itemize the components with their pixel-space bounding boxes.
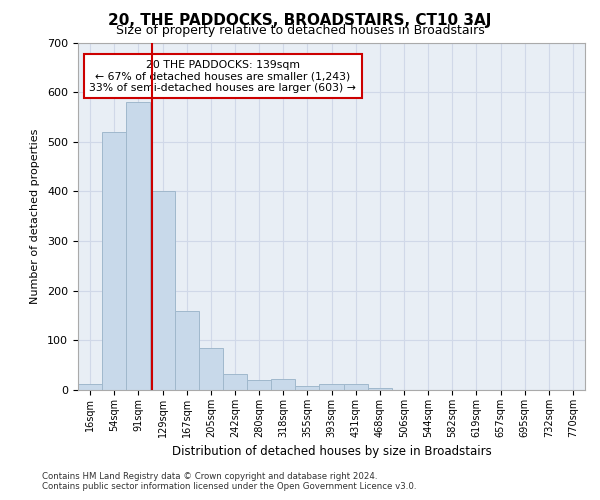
Bar bbox=[319, 384, 344, 390]
Bar bbox=[247, 380, 271, 390]
Bar bbox=[344, 384, 368, 390]
Y-axis label: Number of detached properties: Number of detached properties bbox=[30, 128, 40, 304]
Text: 20, THE PADDOCKS, BROADSTAIRS, CT10 3AJ: 20, THE PADDOCKS, BROADSTAIRS, CT10 3AJ bbox=[109, 12, 491, 28]
Bar bbox=[175, 310, 199, 390]
Text: Size of property relative to detached houses in Broadstairs: Size of property relative to detached ho… bbox=[116, 24, 484, 37]
Bar bbox=[199, 348, 223, 390]
Text: 20 THE PADDOCKS: 139sqm
← 67% of detached houses are smaller (1,243)
33% of semi: 20 THE PADDOCKS: 139sqm ← 67% of detache… bbox=[89, 60, 356, 93]
Bar bbox=[295, 386, 319, 390]
Bar bbox=[151, 192, 175, 390]
Bar bbox=[78, 384, 102, 390]
Bar bbox=[271, 379, 295, 390]
Bar bbox=[126, 102, 151, 390]
Bar bbox=[102, 132, 126, 390]
X-axis label: Distribution of detached houses by size in Broadstairs: Distribution of detached houses by size … bbox=[172, 446, 491, 458]
Bar bbox=[368, 388, 392, 390]
Text: Contains HM Land Registry data © Crown copyright and database right 2024.: Contains HM Land Registry data © Crown c… bbox=[42, 472, 377, 481]
Text: Contains public sector information licensed under the Open Government Licence v3: Contains public sector information licen… bbox=[42, 482, 416, 491]
Bar bbox=[223, 374, 247, 390]
